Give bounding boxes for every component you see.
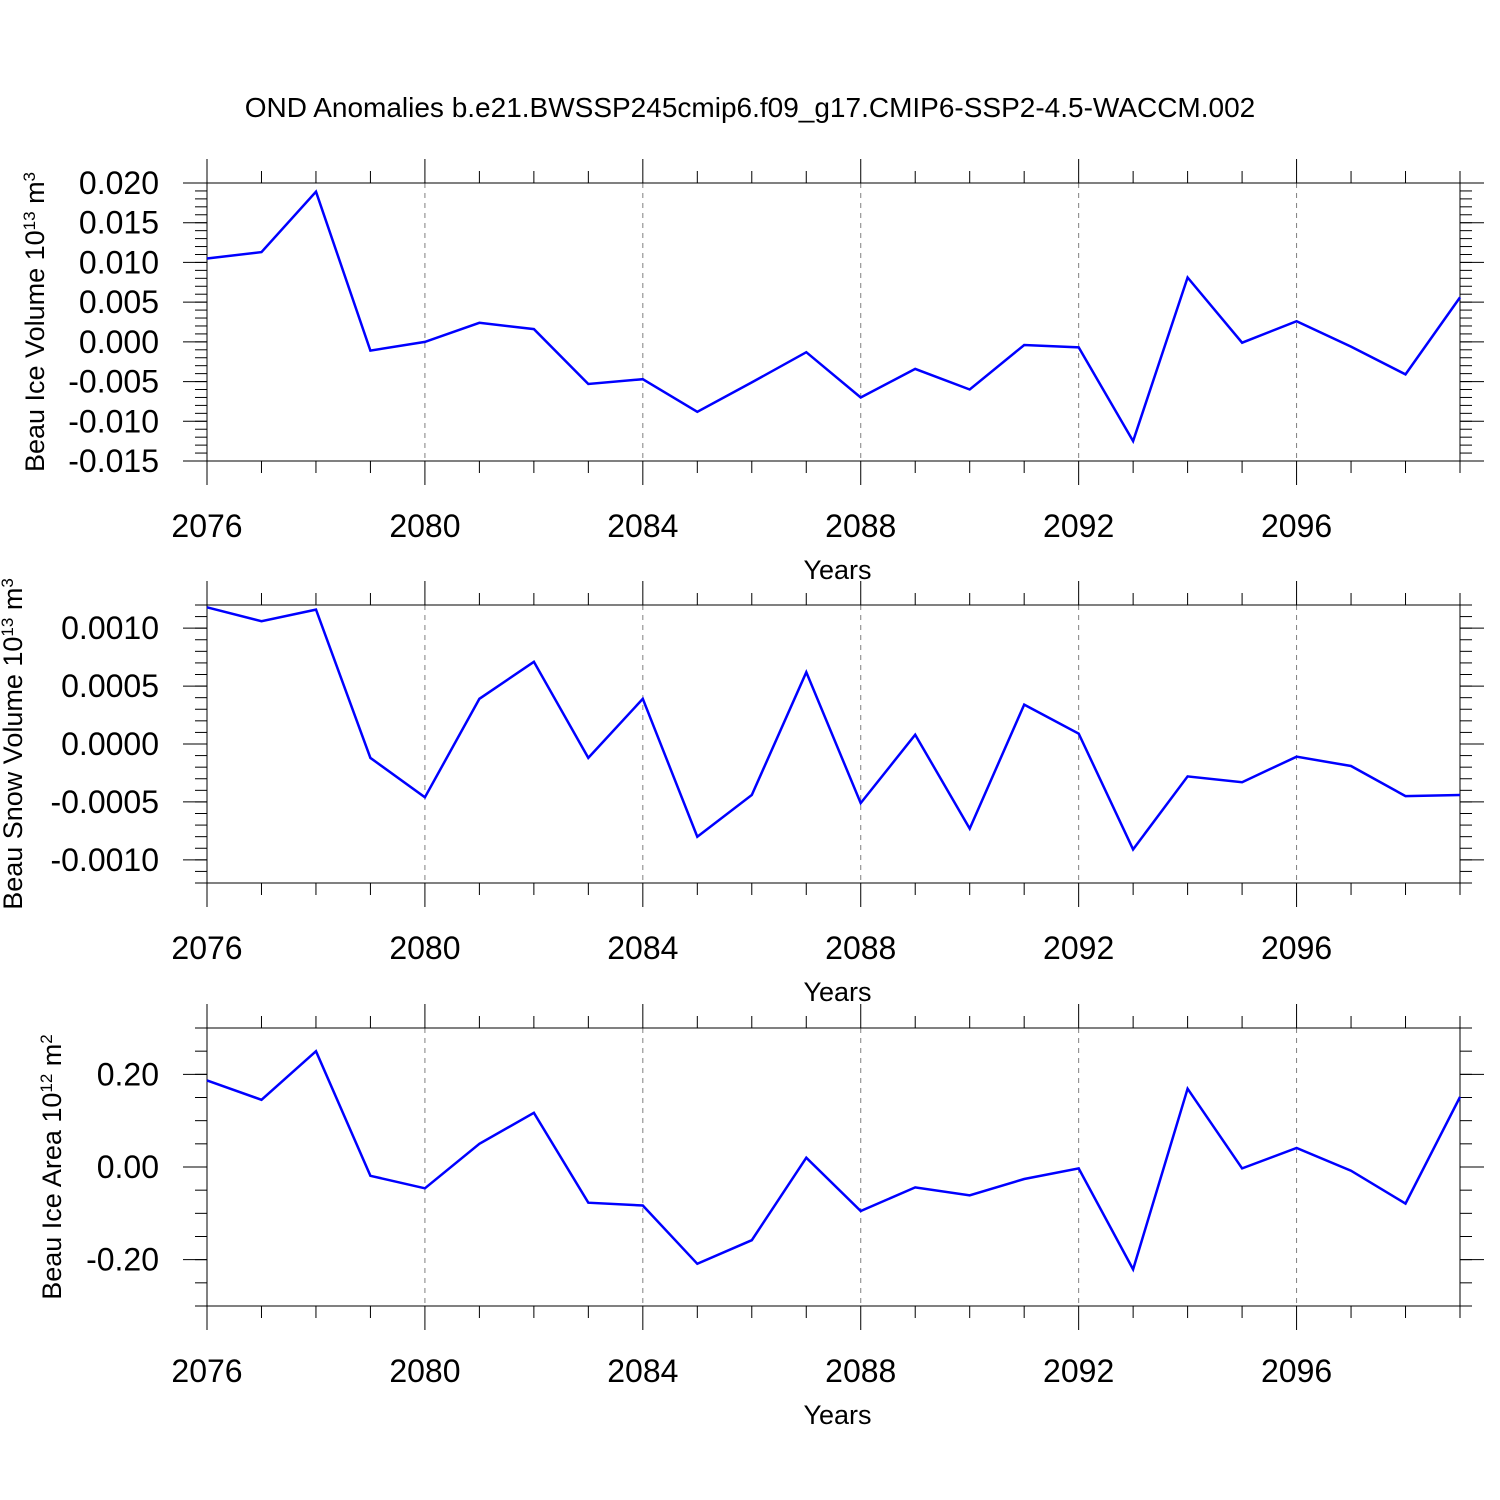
figure-title: OND Anomalies b.e21.BWSSP245cmip6.f09_g1…	[244, 92, 1256, 123]
x-axis-label: Years	[803, 1400, 871, 1430]
y-axis-label-part: m	[0, 588, 28, 618]
x-tick-label: 2096	[1261, 1353, 1332, 1389]
panel-3: 0.20 0.00 -0.20 2076 2080 2084 2088 2092 2096 Yea…	[37, 1004, 1484, 1430]
y-tick-label: 0.0005	[61, 668, 159, 704]
y-tick-label: 0.0000	[61, 726, 159, 762]
x-tick-label: 2084	[607, 930, 678, 966]
x-tick-label: 2076	[171, 930, 242, 966]
x-tick-label: 2096	[1261, 508, 1332, 544]
panel-2: 0.0010 0.0005 0.0000 -0.0005 -0.0010 2076 2080…	[0, 578, 1484, 1007]
x-tick-label: 2084	[607, 1353, 678, 1389]
y-tick-label: 0.005	[79, 284, 159, 320]
y-axis-label-superscript: 12	[37, 1074, 56, 1093]
x-tick-label: 2092	[1043, 508, 1114, 544]
x-tick-label: 2096	[1261, 930, 1332, 966]
plot-frame	[206, 1027, 1461, 1307]
x-axis-label: Years	[803, 555, 871, 585]
y-tick-label: -0.005	[68, 364, 159, 400]
x-tick-label: 2080	[389, 930, 460, 966]
y-axis-label-part: Beau Snow Volume 10	[0, 637, 28, 910]
y-axis-label-superscript: 3	[20, 172, 39, 181]
y-axis-label-part: Beau Ice Volume 10	[20, 230, 50, 472]
x-tick-label: 2076	[171, 508, 242, 544]
series-line	[206, 189, 1462, 445]
y-tick-label: -0.015	[68, 443, 159, 479]
x-tick-label: 2080	[389, 1353, 460, 1389]
plot-frame	[206, 604, 1461, 884]
y-tick-label: -0.20	[86, 1242, 159, 1278]
series-line	[206, 1049, 1462, 1273]
y-tick-label: 0.00	[97, 1149, 159, 1185]
y-axis-label: Beau Ice Area 1012 m2	[37, 1034, 68, 1300]
y-axis-label-part: Beau Ice Area 10	[37, 1093, 67, 1300]
y-tick-label: -0.010	[68, 403, 159, 439]
y-axis-label-superscript: 3	[0, 578, 17, 587]
y-axis-label-superscript: 13	[0, 618, 17, 637]
x-tick-label: 2088	[825, 930, 896, 966]
y-tick-label: 0.000	[79, 324, 159, 360]
y-tick-label: 0.010	[79, 244, 159, 280]
y-axis-label-superscript: 2	[37, 1034, 56, 1043]
y-axis-label-part: m	[20, 181, 50, 211]
series-line	[206, 606, 1461, 852]
x-tick-label: 2076	[171, 1353, 242, 1389]
x-tick-label: 2092	[1043, 1353, 1114, 1389]
y-tick-label: 0.0010	[61, 610, 159, 646]
y-tick-label: -0.0010	[50, 842, 159, 878]
y-axis-label: Beau Ice Volume 1013 m3	[20, 172, 51, 472]
x-tick-label: 2092	[1043, 930, 1114, 966]
y-tick-label: 0.20	[97, 1056, 159, 1092]
x-axis-label: Years	[803, 977, 871, 1007]
x-tick-label: 2080	[389, 508, 460, 544]
plot-frame	[206, 182, 1461, 462]
x-tick-label: 2084	[607, 508, 678, 544]
x-tick-label: 2088	[825, 1353, 896, 1389]
y-axis-label-superscript: 13	[20, 211, 39, 230]
y-tick-label: 0.020	[79, 165, 159, 201]
y-axis-label: Beau Snow Volume 1013 m3	[0, 578, 28, 910]
x-tick-label: 2088	[825, 508, 896, 544]
y-tick-label: -0.0005	[50, 784, 159, 820]
y-axis-label-part: m	[37, 1044, 67, 1074]
y-tick-label: 0.015	[79, 205, 159, 241]
